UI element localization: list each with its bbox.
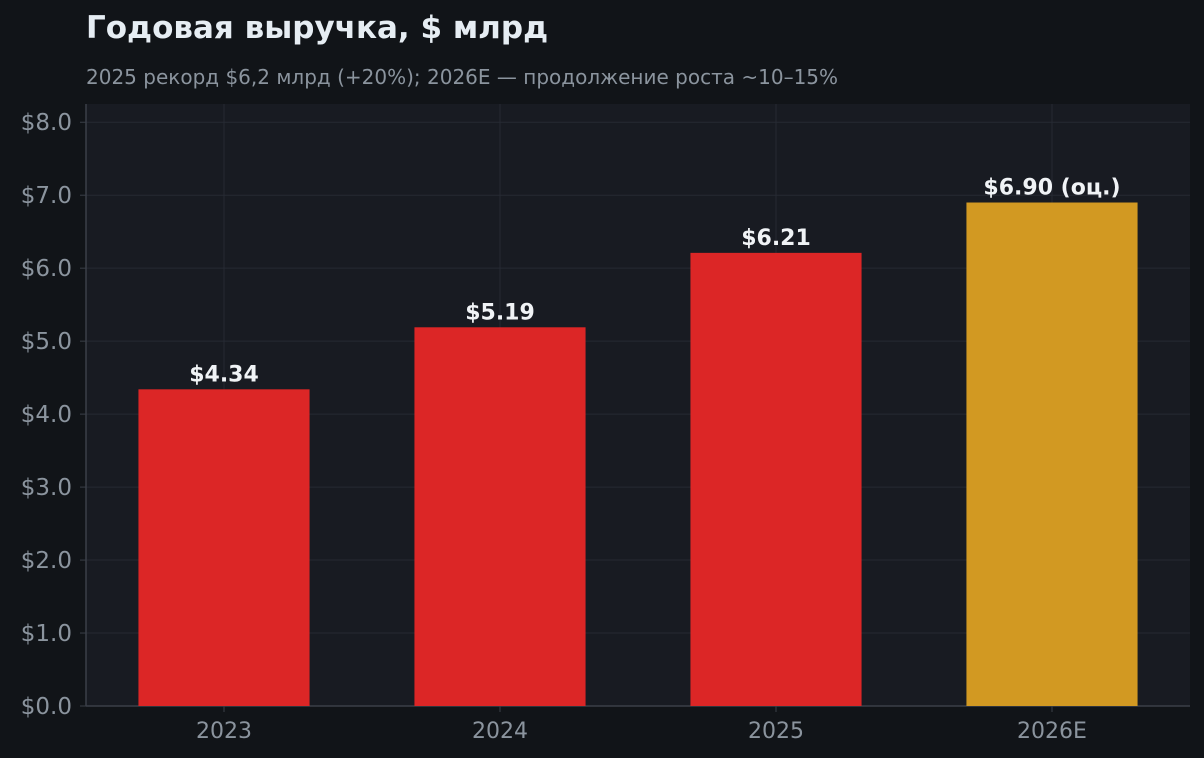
y-tick-label: $5.0: [21, 329, 72, 355]
bar-2024: [414, 327, 586, 706]
bar-2023: [138, 389, 310, 706]
bar-value-label: $4.34: [189, 362, 259, 387]
bar-value-label: $5.19: [465, 300, 535, 325]
plot-area: $0.0 $1.0 $2.0 $3.0 $4.0 $5.0 $6.0 $7.0 $8.0 $4.3…: [21, 104, 1190, 744]
chart-subtitle: 2025 рекорд $6,2 млрд (+20%); 2026E — пр…: [86, 65, 838, 89]
x-tick-label: 2025: [748, 719, 804, 744]
bar-value-label: $6.90 (оц.): [983, 176, 1120, 201]
y-tick-label: $1.0: [21, 621, 72, 647]
bar-2025: [690, 252, 862, 706]
y-tick-label: $8.0: [21, 110, 72, 136]
y-tick-label: $7.0: [21, 183, 72, 209]
y-tick-label: $6.0: [21, 256, 72, 282]
x-tick-label: 2026E: [1017, 719, 1087, 744]
x-tick-label: 2024: [472, 719, 528, 744]
bar-value-label: $6.21: [741, 226, 811, 251]
x-tick-label: 2023: [196, 719, 252, 744]
y-tick-label: $2.0: [21, 548, 72, 574]
y-tick-label: $0.0: [21, 694, 72, 720]
y-tick-label: $4.0: [21, 402, 72, 428]
bar-2026e: [966, 202, 1138, 706]
chart-title: Годовая выручка, $ млрд: [86, 10, 548, 46]
y-tick-label: $3.0: [21, 475, 72, 501]
